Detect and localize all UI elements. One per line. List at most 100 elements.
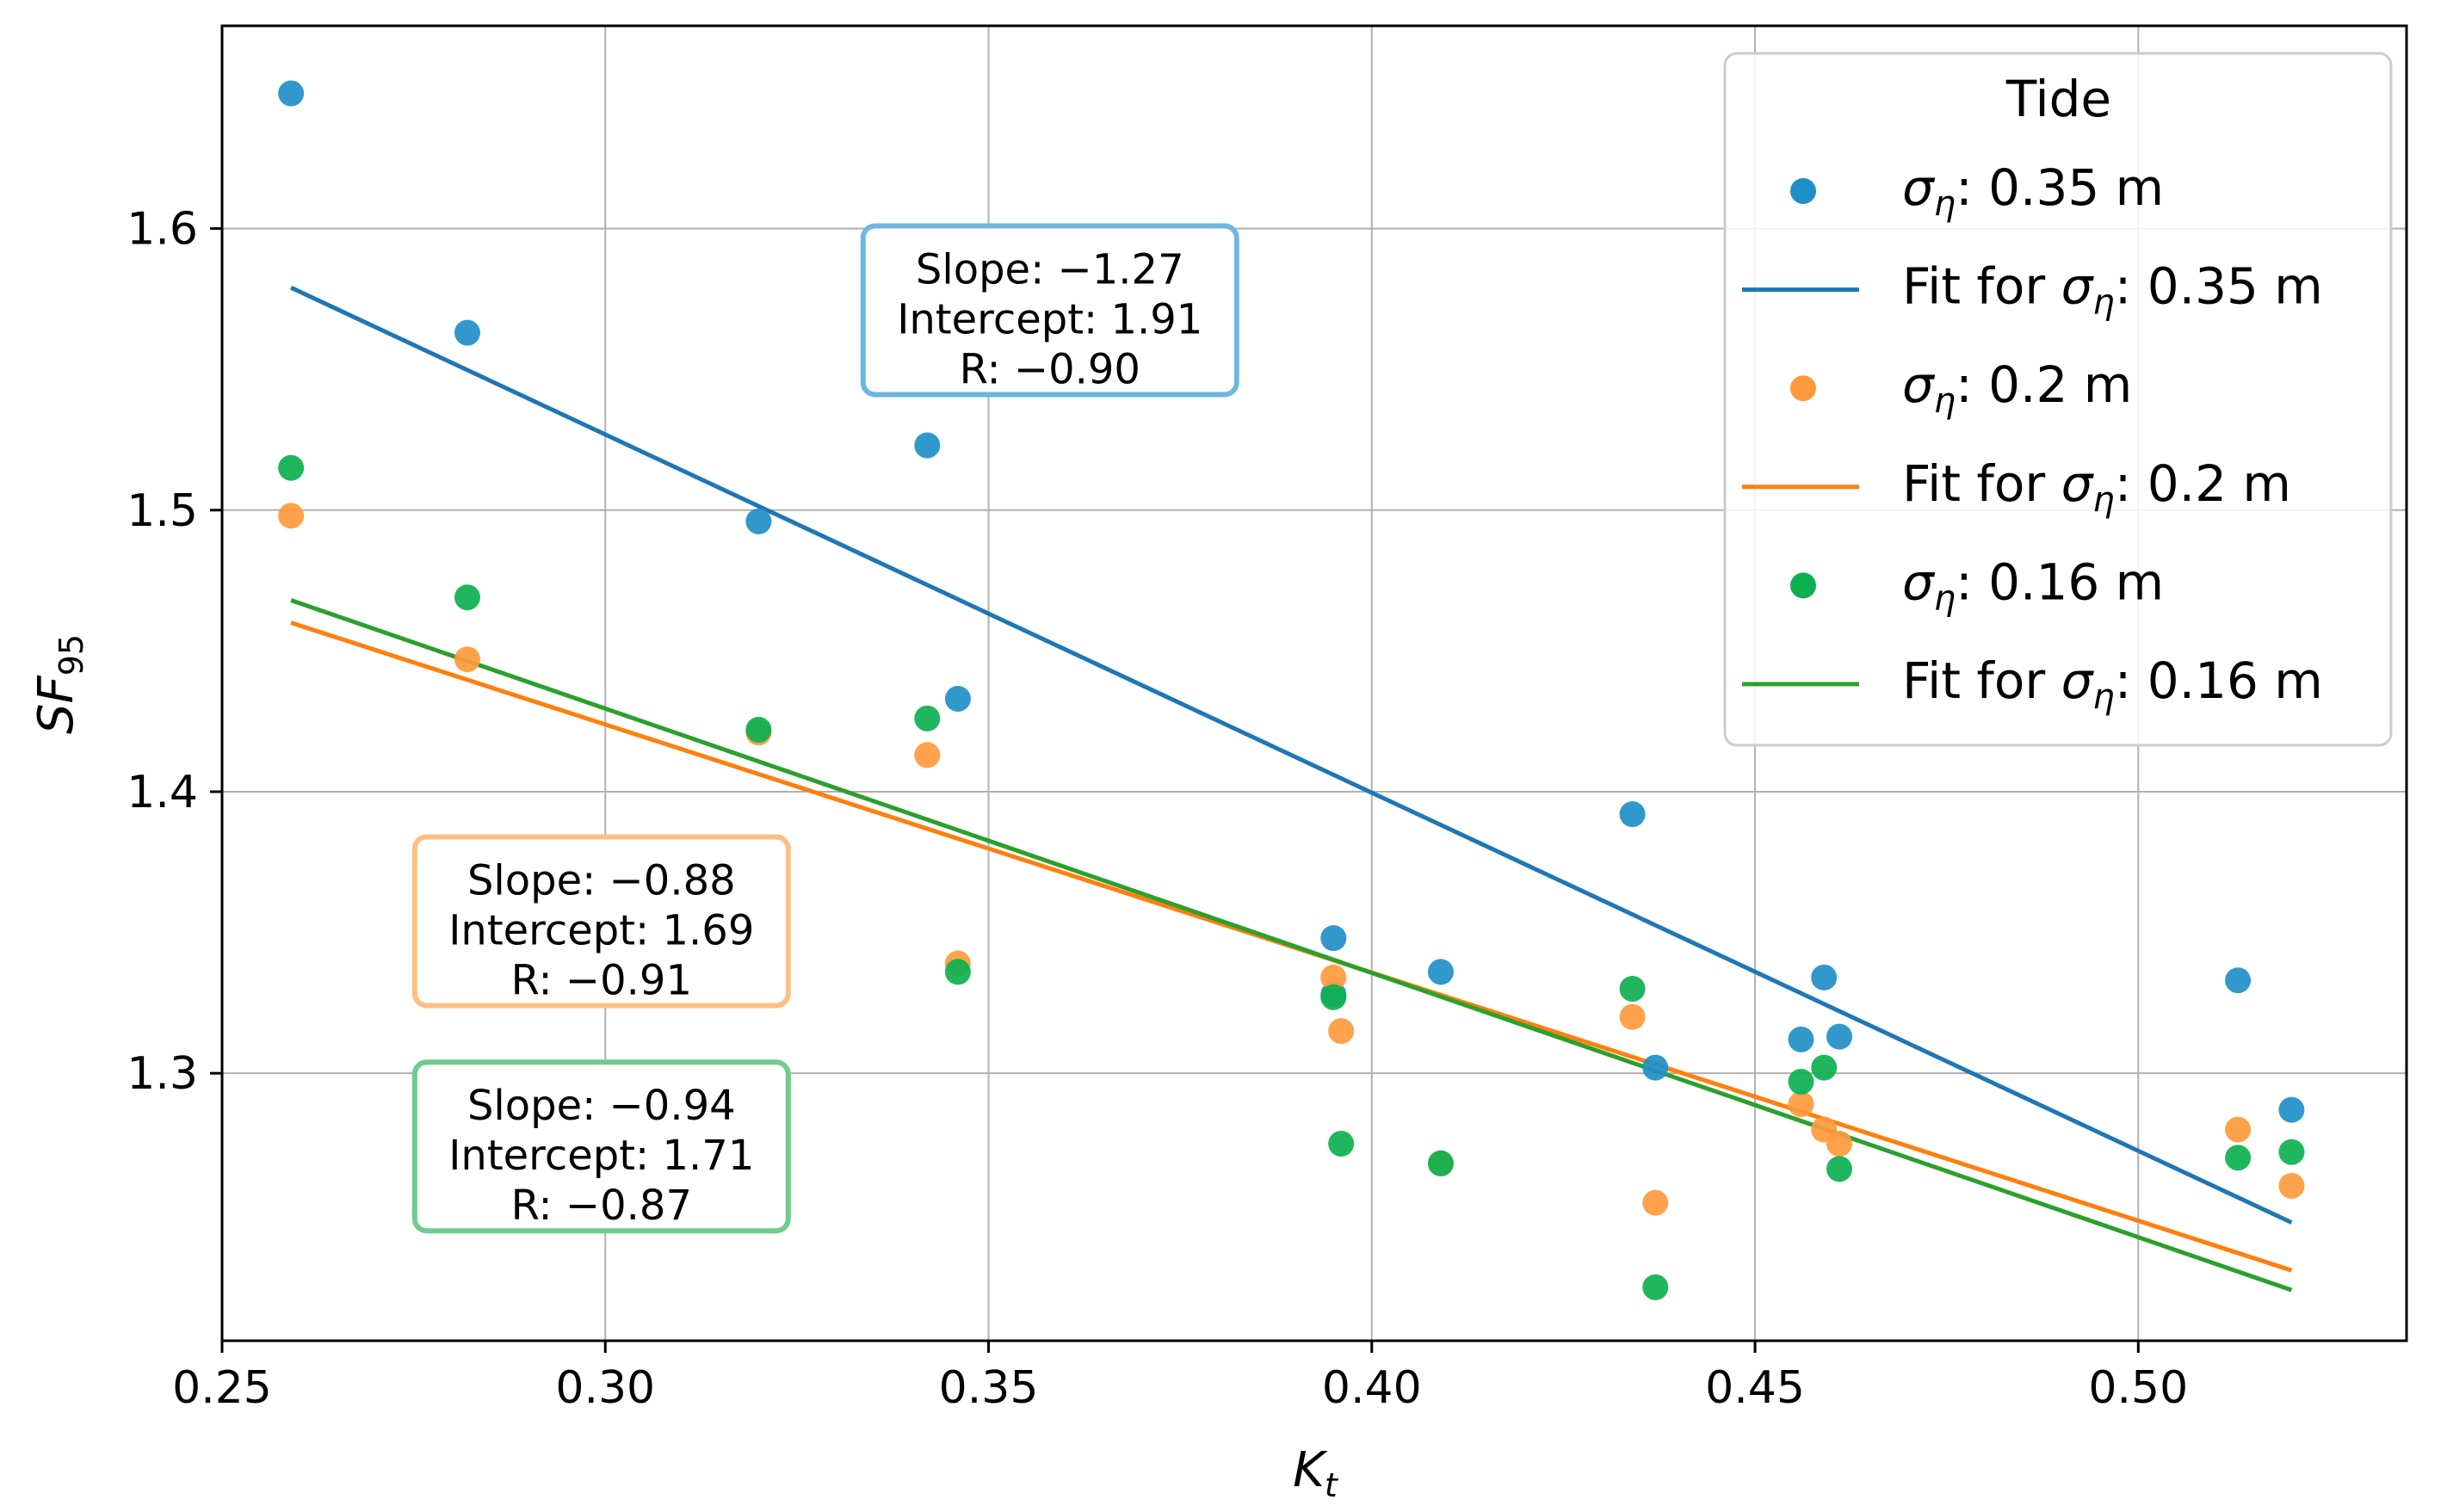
- data-point: [1320, 925, 1347, 952]
- legend-marker: [1790, 178, 1816, 204]
- annotation-line: R: −0.87: [511, 1182, 692, 1230]
- y-tick-label: 1.5: [127, 485, 198, 537]
- data-point: [914, 432, 941, 459]
- axis-ticks: 0.25 0.30 0.35 0.40 0.45 0.50 1.3 1.4 1.5 1.6: [127, 204, 2188, 1414]
- legend-value: : 0.35 m: [2115, 257, 2323, 316]
- annotation-line: Slope: −1.27: [916, 245, 1184, 293]
- x-tick-label: 0.45: [1705, 1362, 1805, 1414]
- annotation-line: R: −0.91: [511, 956, 692, 1004]
- legend-label: Fit for ση: 0.16 m: [1902, 651, 2323, 717]
- legend-value: : 0.2 m: [1956, 355, 2132, 414]
- x-axis-label-sub: t: [1325, 1466, 1339, 1504]
- annotation-box: [860, 223, 1239, 398]
- legend-subscript: η: [1934, 184, 1956, 224]
- data-point: [1642, 1189, 1669, 1216]
- data-point: [278, 454, 305, 481]
- annotation-line: R: −0.90: [960, 345, 1140, 393]
- x-tick-label: 0.35: [939, 1362, 1039, 1414]
- legend-value: : 0.35 m: [1956, 158, 2164, 217]
- y-axis-label: SF95: [28, 634, 90, 734]
- data-point: [1328, 1018, 1355, 1045]
- data-point: [944, 959, 971, 985]
- data-point: [454, 584, 480, 611]
- legend-subscript: η: [2092, 480, 2114, 520]
- data-point: [1427, 959, 1454, 985]
- annotation-line: Intercept: 1.71: [448, 1132, 754, 1180]
- legend-value: : 0.16 m: [1956, 552, 2164, 611]
- legend-entry-fit: Fit for ση: 0.2 m: [1742, 454, 2291, 520]
- legend-entry-points: ση: 0.35 m: [1790, 158, 2164, 224]
- data-point: [1320, 964, 1347, 991]
- legend-label: ση: 0.2 m: [1902, 355, 2132, 421]
- legend-label: ση: 0.16 m: [1902, 552, 2164, 618]
- plot-frame: [220, 24, 2408, 1342]
- data-point: [745, 716, 772, 743]
- data-point: [1619, 976, 1646, 1003]
- data-point: [1619, 1003, 1646, 1030]
- x-tick-label: 0.50: [2088, 1362, 2188, 1414]
- data-point: [1328, 1130, 1355, 1157]
- legend-marker: [1790, 375, 1816, 402]
- data-point: [1788, 1068, 1814, 1095]
- data-point: [454, 646, 480, 673]
- legend-label: Fit for ση: 0.35 m: [1902, 257, 2323, 323]
- data-point: [2278, 1096, 2305, 1123]
- data-point: [1788, 1026, 1814, 1052]
- legend-entry-points: ση: 0.2 m: [1790, 355, 2132, 421]
- annotation-box: [411, 1059, 791, 1234]
- y-tick-label: 1.6: [127, 204, 198, 256]
- legend-prefix: Fit for: [1902, 651, 2061, 710]
- legend-symbol: σ: [2061, 651, 2095, 710]
- data-point: [2225, 1116, 2252, 1143]
- annotation-box: [411, 834, 791, 1009]
- legend-symbol: σ: [1902, 552, 1936, 611]
- data-point: [454, 319, 480, 346]
- data-point: [278, 503, 305, 529]
- legend-title: Tide: [2005, 70, 2111, 128]
- legend-symbol: σ: [2061, 257, 2095, 316]
- legend-symbol: σ: [1902, 355, 1936, 414]
- legend-box: [1723, 52, 2393, 747]
- annotation-line: Slope: −0.88: [467, 856, 736, 904]
- data-point: [1427, 1150, 1454, 1176]
- x-tick-label: 0.25: [172, 1362, 272, 1414]
- legend-marker: [1790, 572, 1816, 599]
- legend-symbol: σ: [2061, 454, 2095, 513]
- data-point: [1619, 801, 1646, 828]
- legend-subscript: η: [2092, 283, 2114, 323]
- legend-subscript: η: [2092, 677, 2114, 717]
- y-tick-label: 1.4: [127, 767, 198, 818]
- data-point: [914, 742, 941, 768]
- fit-line: [290, 598, 2293, 1293]
- data-point: [2225, 1145, 2252, 1171]
- data-point: [745, 508, 772, 534]
- legend-label: Fit for ση: 0.2 m: [1902, 454, 2291, 520]
- legend-symbol: σ: [1902, 158, 1936, 217]
- legend-subscript: η: [1934, 578, 1956, 618]
- annotation-line: Intercept: 1.91: [897, 295, 1202, 343]
- x-tick-label: 0.30: [555, 1362, 655, 1414]
- legend-prefix: Fit for: [1902, 257, 2061, 316]
- annotation-line: Slope: −0.94: [467, 1082, 736, 1130]
- data-point: [2278, 1173, 2305, 1200]
- legend-label: ση: 0.35 m: [1902, 158, 2164, 224]
- data-point: [2225, 967, 2252, 994]
- data-point: [278, 80, 305, 107]
- legend-value: : 0.2 m: [2115, 454, 2291, 513]
- legend-entry-fit: Fit for ση: 0.35 m: [1742, 257, 2323, 323]
- legend-value: : 0.16 m: [2115, 651, 2323, 710]
- data-point: [1826, 1023, 1853, 1050]
- annotation-line: Intercept: 1.69: [448, 906, 754, 954]
- x-axis-label: Kt: [1293, 1442, 1339, 1504]
- data-point: [1826, 1130, 1853, 1157]
- fit-line: [290, 286, 2293, 1225]
- y-axis-label-main: SF: [28, 676, 84, 735]
- data-point: [1811, 1054, 1838, 1081]
- data-point: [1642, 1274, 1669, 1300]
- legend-entry-points: ση: 0.16 m: [1790, 552, 2164, 618]
- data-point: [2278, 1139, 2305, 1165]
